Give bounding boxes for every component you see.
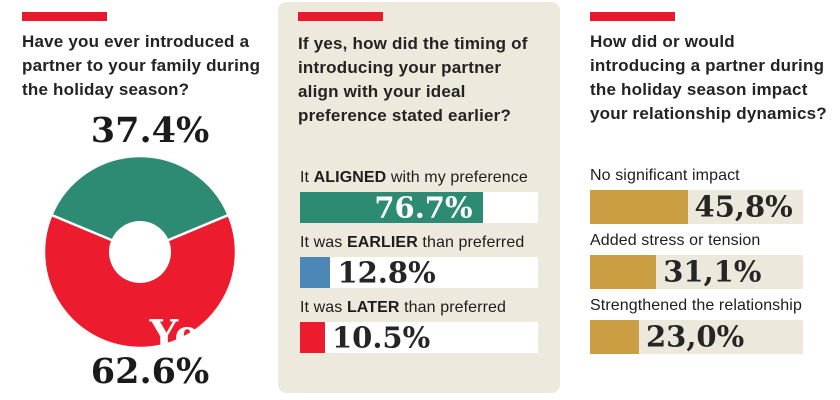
bar-fill: [300, 192, 483, 223]
bar-row: It ALIGNED with my preference 76.7%: [300, 168, 538, 224]
donut-segment-yes: [49, 154, 231, 243]
question-text: Have you ever introduced a partner to yo…: [22, 32, 261, 100]
bar-category-label: It was EARLIER than preferred: [300, 234, 525, 251]
bar-value-label: 76.7%: [374, 189, 473, 224]
bar-row: No significant impact 45,8%: [590, 166, 803, 224]
donut-svg: [42, 154, 238, 350]
bar-fill: [300, 322, 325, 353]
panel-timing-question: If yes, how did the timing of introducin…: [278, 2, 560, 393]
donut-chart: Yes No: [40, 152, 240, 359]
accent-bar: [590, 12, 675, 21]
bar-row: Added stress or tension 31,1%: [590, 231, 803, 289]
panel-intro-question: Have you ever introduced a partner to yo…: [0, 0, 278, 400]
question-text: How did or would introducing a partner d…: [590, 32, 827, 124]
bar-track: 76.7%: [300, 189, 538, 224]
bar-value-label: 31,1%: [663, 254, 762, 289]
bar-fill: [590, 255, 657, 289]
accent-bar: [22, 12, 107, 21]
bar-value-label: 12.8%: [337, 254, 436, 289]
bar-track: 31,1%: [590, 254, 803, 289]
donut-segment-label-yes: Yes: [149, 311, 223, 359]
bar-category-label: It was LATER than preferred: [300, 299, 507, 316]
bar-track: 12.8%: [300, 254, 538, 289]
bar-value-label: 10.5%: [331, 319, 431, 354]
bar-category-label: Added stress or tension: [590, 232, 761, 249]
question-text: If yes, how did the timing of introducin…: [298, 34, 528, 126]
donut-value-yes: 37.4%: [90, 110, 210, 151]
bar-fill: [590, 320, 639, 354]
bar-row: It was EARLIER than preferred 12.8%: [300, 233, 538, 289]
bar-category-label: It ALIGNED with my preference: [300, 169, 528, 186]
bar-fill: [300, 257, 331, 288]
bar-value-label: 45,8%: [694, 189, 793, 224]
bar-track: 10.5%: [300, 319, 538, 354]
donut-value-no: 62.6%: [90, 351, 210, 392]
bar-track: 45,8%: [590, 189, 803, 224]
bar-track: 23,0%: [590, 319, 803, 354]
donut-segment-no: [42, 213, 238, 350]
bar-fill: [590, 190, 688, 224]
bar-category-label: Strengthened the relationship: [590, 297, 802, 314]
bar-row: It was LATER than preferred 10.5%: [300, 298, 538, 354]
impact-bar-chart: No significant impact 45,8% Added stress o…: [590, 166, 803, 361]
accent-bar: [298, 12, 383, 21]
timing-bar-chart: It ALIGNED with my preference 76.7% It was…: [300, 168, 538, 363]
bar-row: Strengthened the relationship 23,0%: [590, 296, 803, 354]
panel-impact-question: How did or would introducing a partner d…: [560, 0, 840, 400]
bar-category-label: No significant impact: [590, 167, 740, 184]
bar-value-label: 23,0%: [645, 319, 745, 354]
